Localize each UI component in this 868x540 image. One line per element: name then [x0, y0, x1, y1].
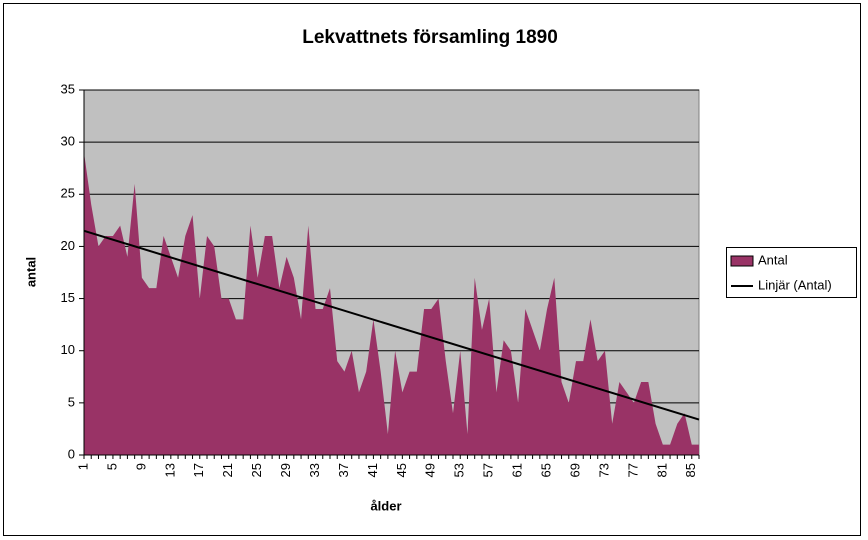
x-tick-label: 5 [104, 463, 119, 470]
legend-swatch [730, 255, 754, 267]
x-tick-label: 29 [278, 463, 293, 477]
x-tick-label: 69 [567, 463, 582, 477]
x-tick-label: 9 [133, 463, 148, 470]
x-tick-label: 53 [452, 463, 467, 477]
x-tick-label: 21 [220, 463, 235, 477]
x-tick-label: 57 [481, 463, 496, 477]
x-tick-label: 25 [249, 463, 264, 477]
x-tick-label: 13 [162, 463, 177, 477]
trendline [83, 229, 700, 421]
x-axis-label: ålder [370, 498, 401, 513]
x-tick-label: 73 [596, 463, 611, 477]
x-tick-label: 61 [510, 463, 525, 477]
y-tick-label: 10 [61, 342, 75, 357]
x-tick-label: 41 [365, 463, 380, 477]
x-tick-label: 77 [625, 463, 640, 477]
y-tick-label: 30 [61, 134, 75, 149]
y-tick-label: 5 [68, 394, 75, 409]
x-tick-label: 49 [423, 463, 438, 477]
y-tick-label: 20 [61, 238, 75, 253]
x-tick-label: 65 [538, 463, 553, 477]
legend-label: Antal [758, 252, 788, 267]
x-tick-label: 33 [307, 463, 322, 477]
y-axis-label: antal [23, 257, 38, 287]
chart-title: Lekvattnets församling 1890 [302, 27, 558, 48]
area [84, 152, 699, 456]
y-tick-label: 35 [61, 81, 75, 96]
y-tick-label: 25 [61, 186, 75, 201]
y-tick-label: 0 [68, 446, 75, 461]
x-tick-label: 17 [191, 463, 206, 477]
x-tick-label: 81 [654, 463, 669, 477]
x-tick-label: 45 [394, 463, 409, 477]
x-tick-label: 37 [336, 463, 351, 477]
y-tick-label: 15 [61, 290, 75, 305]
x-tick-label: 1 [75, 463, 90, 470]
x-tick-label: 85 [683, 463, 698, 477]
legend-label: Linjär (Antal) [758, 277, 832, 292]
